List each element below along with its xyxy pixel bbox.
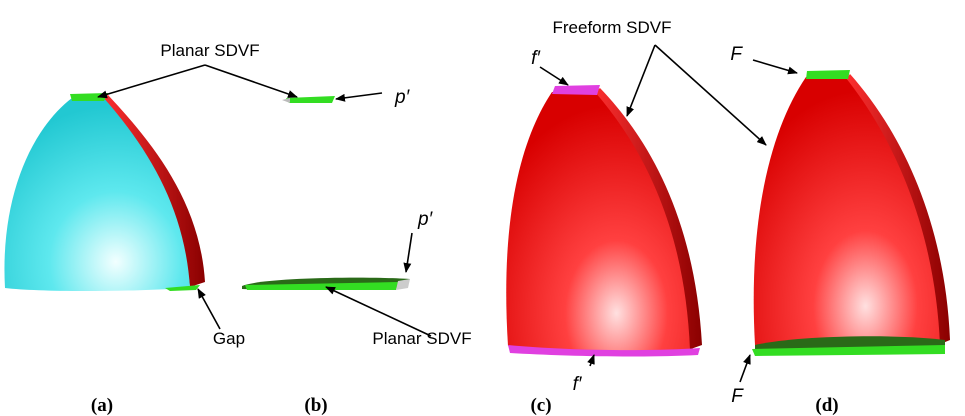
panel-b xyxy=(242,96,410,290)
label: f′ xyxy=(573,374,583,395)
label: Gap xyxy=(213,329,245,348)
caption: (b) xyxy=(304,395,327,416)
panel-c xyxy=(506,85,702,356)
label: p′ xyxy=(417,209,434,230)
label: Planar SDVF xyxy=(160,41,259,60)
caption: (d) xyxy=(815,395,838,416)
label: F xyxy=(731,386,744,407)
figure: Planar SDVF p′ p′ Gap Planar SDVF Freefo… xyxy=(0,0,965,416)
label: Planar SDVF xyxy=(372,329,471,348)
caption: (a) xyxy=(91,395,113,416)
panel-d xyxy=(752,70,950,356)
label: Freeform SDVF xyxy=(552,18,671,37)
panel-a xyxy=(4,93,205,291)
caption: (c) xyxy=(530,395,551,416)
label: f′ xyxy=(531,48,541,69)
label: F xyxy=(730,44,743,65)
label: p′ xyxy=(394,87,411,108)
